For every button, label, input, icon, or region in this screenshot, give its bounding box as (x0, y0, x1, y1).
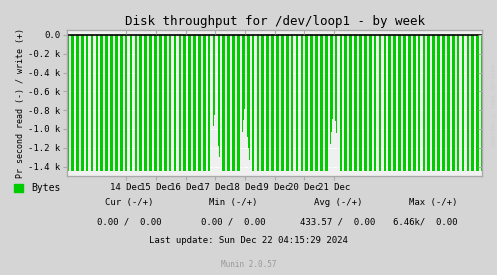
Text: 0.00 /  0.00: 0.00 / 0.00 (97, 217, 162, 226)
Y-axis label: Pr second read (-) / write (+): Pr second read (-) / write (+) (16, 28, 25, 178)
Legend: Bytes: Bytes (10, 180, 65, 197)
Text: Cur (-/+): Cur (-/+) (105, 198, 154, 207)
Text: 433.57 /  0.00: 433.57 / 0.00 (300, 217, 376, 226)
Text: Avg (-/+): Avg (-/+) (314, 198, 362, 207)
Title: Disk throughput for /dev/loop1 - by week: Disk throughput for /dev/loop1 - by week (125, 15, 424, 28)
Text: 0.00 /  0.00: 0.00 / 0.00 (201, 217, 266, 226)
Text: Min (-/+): Min (-/+) (209, 198, 258, 207)
Text: RRDTOOL / TOBI OETIKER: RRDTOOL / TOBI OETIKER (491, 63, 496, 146)
Text: Last update: Sun Dec 22 04:15:29 2024: Last update: Sun Dec 22 04:15:29 2024 (149, 236, 348, 245)
Text: Munin 2.0.57: Munin 2.0.57 (221, 260, 276, 269)
Text: Max (-/+): Max (-/+) (409, 198, 457, 207)
Text: 6.46k/  0.00: 6.46k/ 0.00 (393, 217, 457, 226)
